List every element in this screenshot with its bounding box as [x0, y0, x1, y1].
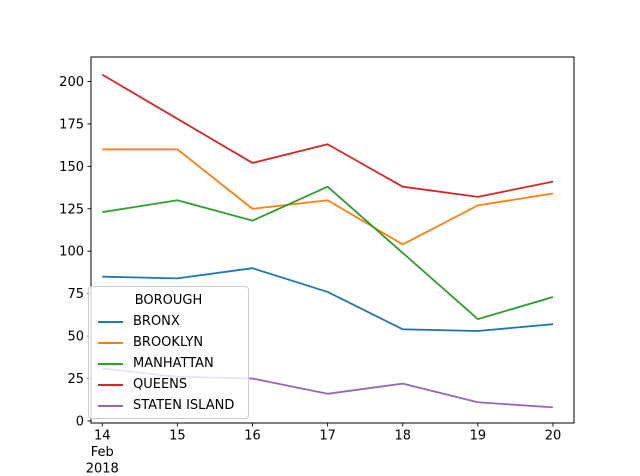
legend-item-bronx: BRONX — [89, 311, 248, 332]
x-tick-label: 2018 — [86, 462, 119, 476]
x-tick-label: 18 — [394, 429, 411, 444]
legend-item-manhattan: MANHATTAN — [89, 353, 248, 374]
legend-title: BOROUGH — [134, 293, 203, 308]
legend: BOROUGH BRONX BROOKLYN MANHATTAN QUEENS … — [88, 286, 249, 419]
legend-label: BRONX — [133, 314, 180, 329]
y-tick-label: 25 — [67, 372, 84, 387]
y-tick-label: 125 — [59, 202, 84, 217]
legend-line-swatch-manhattan — [98, 362, 123, 365]
legend-item-brooklyn: BROOKLYN — [89, 332, 248, 353]
plot-border — [90, 56, 575, 424]
series-line-brooklyn — [102, 148, 554, 246]
legend-line-swatch-staten-island — [98, 404, 123, 407]
y-tick-label: 175 — [59, 117, 84, 132]
x-tick-label: 19 — [470, 429, 487, 444]
x-tick-label: 14 — [94, 429, 111, 444]
legend-line-swatch-bronx — [98, 320, 123, 323]
x-tick-label: 15 — [169, 429, 186, 444]
legend-item-queens: QUEENS — [89, 374, 248, 395]
legend-label: MANHATTAN — [133, 356, 214, 371]
y-tick-label: 0 — [76, 414, 84, 429]
y-tick-label: 200 — [59, 75, 84, 90]
series-line-queens — [101, 73, 554, 198]
legend-label: BROOKLYN — [133, 335, 204, 350]
legend-line-swatch-brooklyn — [98, 341, 123, 344]
legend-item-staten-island: STATEN ISLAND — [89, 395, 248, 416]
legend-label: QUEENS — [133, 377, 188, 392]
y-tick-label: 100 — [59, 245, 84, 260]
series-line-bronx — [102, 267, 554, 332]
x-tick-label: 16 — [244, 429, 261, 444]
x-tick-label: 17 — [319, 429, 336, 444]
legend-line-swatch-queens — [98, 383, 123, 386]
series-line-manhattan — [102, 185, 554, 321]
x-tick-label: Feb — [91, 445, 114, 460]
legend-label: STATEN ISLAND — [133, 398, 235, 413]
y-tick-label: 75 — [67, 287, 84, 302]
x-tick-label: 20 — [545, 429, 562, 444]
y-tick-label: 50 — [67, 330, 84, 345]
y-tick-label: 150 — [59, 160, 84, 175]
